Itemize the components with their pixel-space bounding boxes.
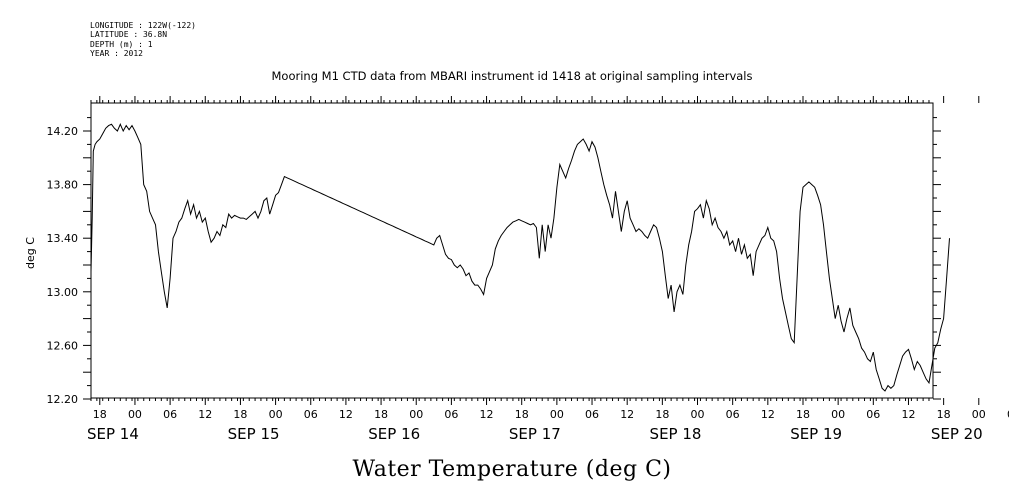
plot-frame xyxy=(90,102,934,399)
x-hour-label: 06 xyxy=(444,408,458,421)
x-hour-label: 06 xyxy=(585,408,599,421)
x-hour-label: 06 xyxy=(1007,408,1009,421)
x-date-label: SEP 17 xyxy=(509,425,561,443)
x-hour-label: 18 xyxy=(374,408,388,421)
x-hour-label: 00 xyxy=(550,408,564,421)
x-hour-label: 12 xyxy=(901,408,915,421)
y-tick-label: 12.60 xyxy=(47,339,79,352)
latitude-label: LATITUDE : 36.8N xyxy=(90,30,168,40)
x-hour-label: 12 xyxy=(620,408,634,421)
x-hour-label: 00 xyxy=(269,408,283,421)
y-tick-label: 14.20 xyxy=(47,125,79,138)
x-date-label: SEP 20 xyxy=(931,425,983,443)
x-hour-label: 12 xyxy=(198,408,212,421)
x-date-label: SEP 15 xyxy=(228,425,280,443)
x-hour-label: 06 xyxy=(866,408,880,421)
chart-title: Mooring M1 CTD data from MBARI instrumen… xyxy=(272,69,753,83)
x-hour-label: 18 xyxy=(515,408,529,421)
x-date-label: SEP 14 xyxy=(87,425,139,443)
y-tick-label: 13.00 xyxy=(47,286,79,299)
longitude-label: LONGITUDE : 122W(-122) xyxy=(90,21,196,30)
x-hour-label: 18 xyxy=(796,408,810,421)
x-hour-label: 06 xyxy=(304,408,318,421)
x-hour-label: 12 xyxy=(480,408,494,421)
x-hour-label: 00 xyxy=(409,408,423,421)
temperature-series-line xyxy=(90,123,950,392)
x-hour-label: 12 xyxy=(761,408,775,421)
x-hour-label: 00 xyxy=(972,408,986,421)
x-date-label: SEP 16 xyxy=(368,425,420,443)
x-date-label: SEP 19 xyxy=(790,425,842,443)
x-hour-label: 06 xyxy=(726,408,740,421)
x-hour-label: 06 xyxy=(163,408,177,421)
series-layer xyxy=(90,123,950,392)
x-date-label: SEP 18 xyxy=(650,425,702,443)
metadata-block: LONGITUDE : 122W(-122) LATITUDE : 36.8N … xyxy=(90,21,196,59)
x-hour-label: 18 xyxy=(937,408,951,421)
depth-label: DEPTH (m) : 1 xyxy=(90,39,153,49)
x-hour-label: 18 xyxy=(655,408,669,421)
x-hour-label: 12 xyxy=(339,408,353,421)
x-hour-label: 18 xyxy=(233,408,247,421)
year-label: YEAR : 2012 xyxy=(90,49,143,59)
x-hour-label: 18 xyxy=(93,408,107,421)
axes-layer: 12.20 12.60 13.00 13.40 13.80 14.20 18 00 06 12 18… xyxy=(47,96,1009,443)
x-hour-label: 00 xyxy=(831,408,845,421)
y-tick-label: 13.40 xyxy=(47,232,79,245)
x-hour-label: 00 xyxy=(691,408,705,421)
x-hour-label: 00 xyxy=(128,408,142,421)
y-tick-label: 13.80 xyxy=(47,179,79,192)
y-axis-label: deg C xyxy=(24,237,37,269)
x-axis-label: Water Temperature (deg C) xyxy=(353,457,672,482)
y-tick-label: 12.20 xyxy=(47,393,79,406)
